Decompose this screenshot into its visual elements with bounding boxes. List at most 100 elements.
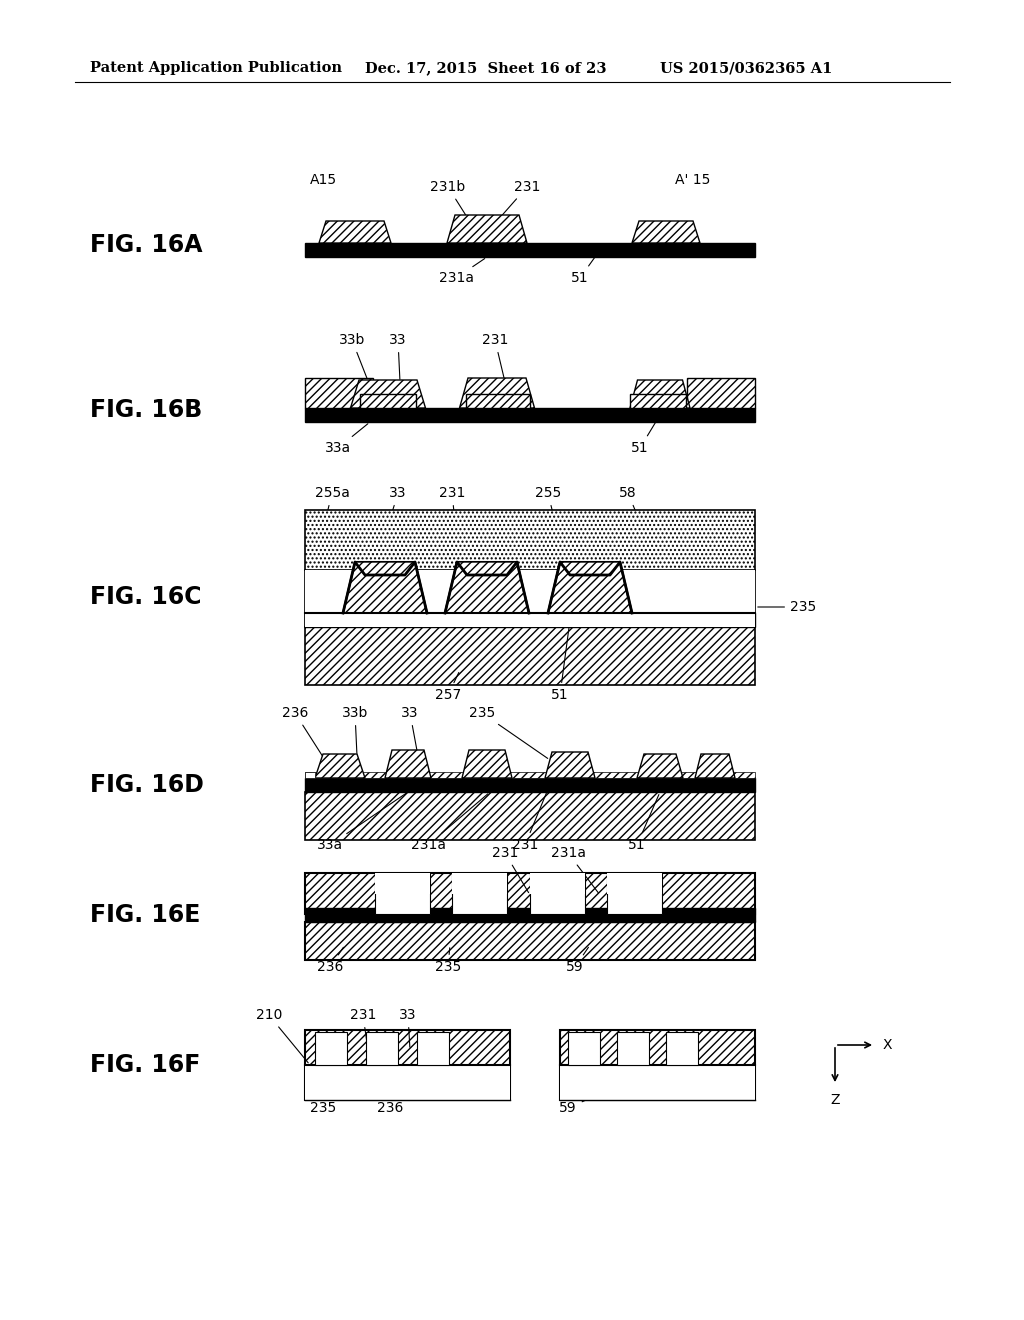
Bar xyxy=(452,873,507,894)
Text: 59: 59 xyxy=(559,1086,617,1115)
Bar xyxy=(305,1030,510,1100)
Polygon shape xyxy=(560,562,620,576)
Text: 257: 257 xyxy=(435,672,461,702)
Bar xyxy=(560,1065,755,1100)
Bar xyxy=(305,627,755,685)
Bar xyxy=(366,1032,398,1065)
Text: 51: 51 xyxy=(551,623,569,702)
Text: 51: 51 xyxy=(571,252,598,285)
Text: 236: 236 xyxy=(316,948,343,974)
Bar xyxy=(617,1032,649,1065)
Bar xyxy=(607,873,662,894)
Polygon shape xyxy=(315,754,365,777)
Polygon shape xyxy=(447,215,527,243)
Bar xyxy=(530,873,585,913)
Text: 235: 235 xyxy=(310,1088,338,1115)
Polygon shape xyxy=(457,562,517,576)
Text: Dec. 17, 2015  Sheet 16 of 23: Dec. 17, 2015 Sheet 16 of 23 xyxy=(365,61,606,75)
Polygon shape xyxy=(548,562,632,612)
Text: US 2015/0362365 A1: US 2015/0362365 A1 xyxy=(660,61,833,75)
Text: 59: 59 xyxy=(566,948,589,974)
Text: 231: 231 xyxy=(499,180,541,219)
Bar xyxy=(560,1030,755,1100)
Text: 235: 235 xyxy=(469,706,548,759)
Bar xyxy=(314,1032,347,1065)
Polygon shape xyxy=(632,220,700,243)
Text: 235: 235 xyxy=(435,948,461,974)
Polygon shape xyxy=(462,750,512,777)
Polygon shape xyxy=(350,380,426,408)
Text: 231: 231 xyxy=(492,846,528,892)
Text: 51: 51 xyxy=(631,417,658,455)
Bar xyxy=(630,393,686,408)
Text: 231: 231 xyxy=(512,763,559,851)
Text: Z: Z xyxy=(830,1093,840,1107)
Polygon shape xyxy=(355,562,415,576)
Bar xyxy=(666,1032,698,1065)
Bar xyxy=(305,772,315,777)
Polygon shape xyxy=(445,562,529,612)
Text: Patent Application Publication: Patent Application Publication xyxy=(90,61,342,75)
Bar xyxy=(530,873,585,894)
Bar xyxy=(305,510,755,570)
Bar xyxy=(375,873,430,913)
Polygon shape xyxy=(385,750,431,777)
Polygon shape xyxy=(545,752,595,777)
Bar xyxy=(305,408,755,422)
Text: 33b: 33b xyxy=(342,706,369,754)
Text: 236: 236 xyxy=(282,706,324,758)
Text: FIG. 16E: FIG. 16E xyxy=(90,903,201,927)
Text: 255a: 255a xyxy=(314,486,349,519)
Bar xyxy=(305,378,373,408)
Bar xyxy=(305,777,755,792)
Bar xyxy=(305,243,755,257)
Bar xyxy=(466,393,530,408)
Text: A' 15: A' 15 xyxy=(675,173,711,187)
Text: 231a: 231a xyxy=(438,259,484,285)
Polygon shape xyxy=(630,380,690,408)
Text: 231: 231 xyxy=(350,1008,376,1047)
Text: FIG. 16C: FIG. 16C xyxy=(90,585,202,609)
Text: FIG. 16B: FIG. 16B xyxy=(90,399,203,422)
Polygon shape xyxy=(460,378,535,408)
Bar xyxy=(305,570,755,627)
Bar xyxy=(360,393,416,408)
Bar xyxy=(305,570,755,627)
Text: 236: 236 xyxy=(377,1088,403,1115)
Text: A15: A15 xyxy=(309,173,337,187)
Text: 231a: 231a xyxy=(411,793,487,851)
Text: FIG. 16D: FIG. 16D xyxy=(90,774,204,797)
Polygon shape xyxy=(637,754,683,777)
Bar xyxy=(305,873,755,913)
Text: 231: 231 xyxy=(439,486,465,568)
Bar xyxy=(305,908,755,921)
Text: FIG. 16A: FIG. 16A xyxy=(90,234,203,257)
Text: 58: 58 xyxy=(620,486,639,520)
Polygon shape xyxy=(343,562,427,612)
Bar xyxy=(305,921,755,960)
Bar xyxy=(607,873,662,913)
Text: 33: 33 xyxy=(376,486,407,565)
Polygon shape xyxy=(319,220,391,243)
Bar xyxy=(452,873,507,913)
Text: 255: 255 xyxy=(535,486,561,519)
Text: 33: 33 xyxy=(389,333,407,379)
Text: 33a: 33a xyxy=(317,793,406,851)
Text: 33: 33 xyxy=(399,1008,417,1047)
Text: 231: 231 xyxy=(482,333,508,379)
Bar xyxy=(417,1032,450,1065)
Text: 33a: 33a xyxy=(325,424,368,455)
Text: FIG. 16F: FIG. 16F xyxy=(90,1053,201,1077)
Bar xyxy=(568,1032,600,1065)
Text: 231a: 231a xyxy=(551,846,598,892)
Polygon shape xyxy=(695,754,735,777)
Bar xyxy=(305,612,755,627)
Text: 51: 51 xyxy=(628,795,658,851)
Text: 33: 33 xyxy=(401,706,419,754)
Bar xyxy=(687,378,755,408)
Text: 231b: 231b xyxy=(430,180,470,223)
Text: X: X xyxy=(883,1038,893,1052)
Text: 33b: 33b xyxy=(339,333,369,383)
Text: 210: 210 xyxy=(256,1008,308,1063)
Bar xyxy=(305,792,755,840)
